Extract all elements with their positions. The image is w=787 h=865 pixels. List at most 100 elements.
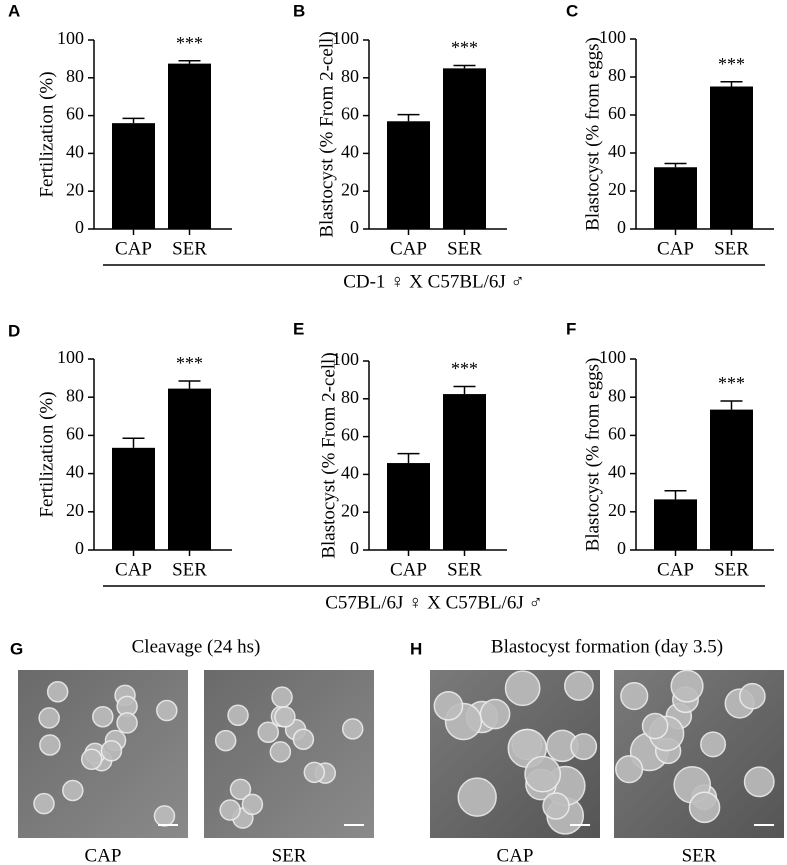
y-tick-label: 60 — [341, 104, 359, 124]
y-tick-label: 100 — [599, 27, 626, 47]
bar — [168, 388, 211, 550]
embryo — [156, 699, 178, 722]
y-tick-label: 40 — [66, 142, 84, 162]
embryo — [214, 729, 237, 752]
y-axis-label: Blastocyst (% From 2-cell) — [318, 352, 339, 558]
bar — [168, 63, 211, 229]
panel-label: D — [8, 321, 20, 340]
bar — [654, 167, 697, 229]
x-tick-label: CAP — [657, 559, 694, 580]
y-axis-label: Fertilization (%) — [36, 71, 57, 197]
bar — [387, 463, 430, 550]
x-tick-label: SER — [172, 238, 207, 259]
significance: *** — [718, 373, 745, 393]
y-tick-label: 80 — [341, 387, 359, 407]
y-tick-label: 0 — [617, 217, 626, 237]
y-tick-label: 20 — [66, 500, 84, 520]
panel-label: C — [566, 1, 578, 20]
embryo — [274, 706, 296, 728]
x-tick-label: CAP — [390, 238, 427, 259]
x-tick-label: CAP — [115, 238, 152, 259]
x-tick-label: SER — [172, 559, 207, 580]
y-tick-label: 0 — [75, 538, 84, 558]
y-tick-label: 100 — [599, 347, 626, 367]
y-tick-label: 60 — [66, 424, 84, 444]
x-tick-label: CAP — [390, 559, 427, 580]
embryo — [479, 698, 511, 730]
bar — [443, 68, 486, 229]
embryo — [641, 712, 669, 740]
y-tick-label: 80 — [66, 385, 84, 405]
image-title: Cleavage (24 hs) — [132, 636, 261, 657]
embryo — [688, 791, 721, 824]
bar — [112, 123, 155, 229]
bar — [710, 86, 753, 229]
y-tick-label: 100 — [57, 28, 84, 48]
embryo — [743, 766, 775, 798]
y-tick-label: 40 — [341, 142, 359, 162]
embryo — [38, 707, 60, 729]
y-tick-label: 60 — [608, 103, 626, 123]
y-tick-label: 0 — [350, 217, 359, 237]
y-tick-label: 40 — [608, 462, 626, 482]
y-tick-label: 0 — [617, 538, 626, 558]
embryo — [62, 779, 84, 802]
y-tick-label: 80 — [66, 66, 84, 86]
bar — [387, 121, 430, 229]
embryo — [39, 734, 61, 756]
y-tick-label: 100 — [332, 28, 359, 48]
y-tick-label: 60 — [66, 104, 84, 124]
significance: *** — [176, 353, 203, 373]
image-label: CAP — [497, 845, 534, 865]
panel-label: F — [566, 319, 576, 338]
bar — [710, 409, 753, 550]
panel-label: H — [410, 639, 422, 658]
y-tick-label: 60 — [341, 425, 359, 445]
embryo — [271, 686, 293, 708]
y-tick-label: 100 — [332, 349, 359, 369]
y-tick-label: 0 — [75, 217, 84, 237]
panel-label: A — [8, 1, 20, 20]
y-tick-label: 20 — [341, 500, 359, 520]
significance: *** — [718, 54, 745, 74]
embryo — [92, 705, 114, 728]
y-axis-label: Blastocyst (% From 2-cell) — [316, 31, 337, 237]
group-label: C57BL/6J ♀ X C57BL/6J ♂ — [325, 592, 542, 613]
image-label: SER — [272, 845, 307, 865]
y-tick-label: 80 — [608, 385, 626, 405]
panel-label: E — [293, 319, 304, 338]
significance: *** — [176, 33, 203, 53]
embryo — [700, 731, 727, 758]
y-tick-label: 80 — [341, 66, 359, 86]
embryo — [457, 777, 497, 817]
bar — [443, 394, 486, 550]
x-tick-label: SER — [714, 559, 749, 580]
image-label: SER — [682, 845, 717, 865]
y-axis-label: Blastocyst (% from eggs) — [582, 358, 603, 552]
embryo — [80, 748, 103, 771]
significance: *** — [451, 38, 478, 58]
embryo — [620, 681, 649, 711]
x-tick-label: SER — [447, 238, 482, 259]
embryo — [46, 681, 69, 703]
embryo — [504, 670, 541, 707]
embryo — [670, 669, 704, 703]
y-tick-label: 40 — [608, 141, 626, 161]
embryo — [303, 761, 326, 784]
embryo — [33, 792, 55, 815]
embryo — [564, 671, 594, 701]
significance: *** — [451, 359, 478, 379]
y-tick-label: 100 — [57, 347, 84, 367]
embryo — [100, 740, 123, 762]
embryo — [738, 682, 766, 710]
embryo — [241, 793, 264, 816]
y-tick-label: 20 — [608, 500, 626, 520]
y-axis-label: Blastocyst (% from eggs) — [582, 37, 603, 231]
panel-label: G — [10, 639, 23, 658]
group-label: CD-1 ♀ X C57BL/6J ♂ — [343, 271, 525, 292]
bar — [654, 499, 697, 550]
y-tick-label: 40 — [66, 462, 84, 482]
y-tick-label: 20 — [608, 179, 626, 199]
embryo — [227, 704, 249, 726]
